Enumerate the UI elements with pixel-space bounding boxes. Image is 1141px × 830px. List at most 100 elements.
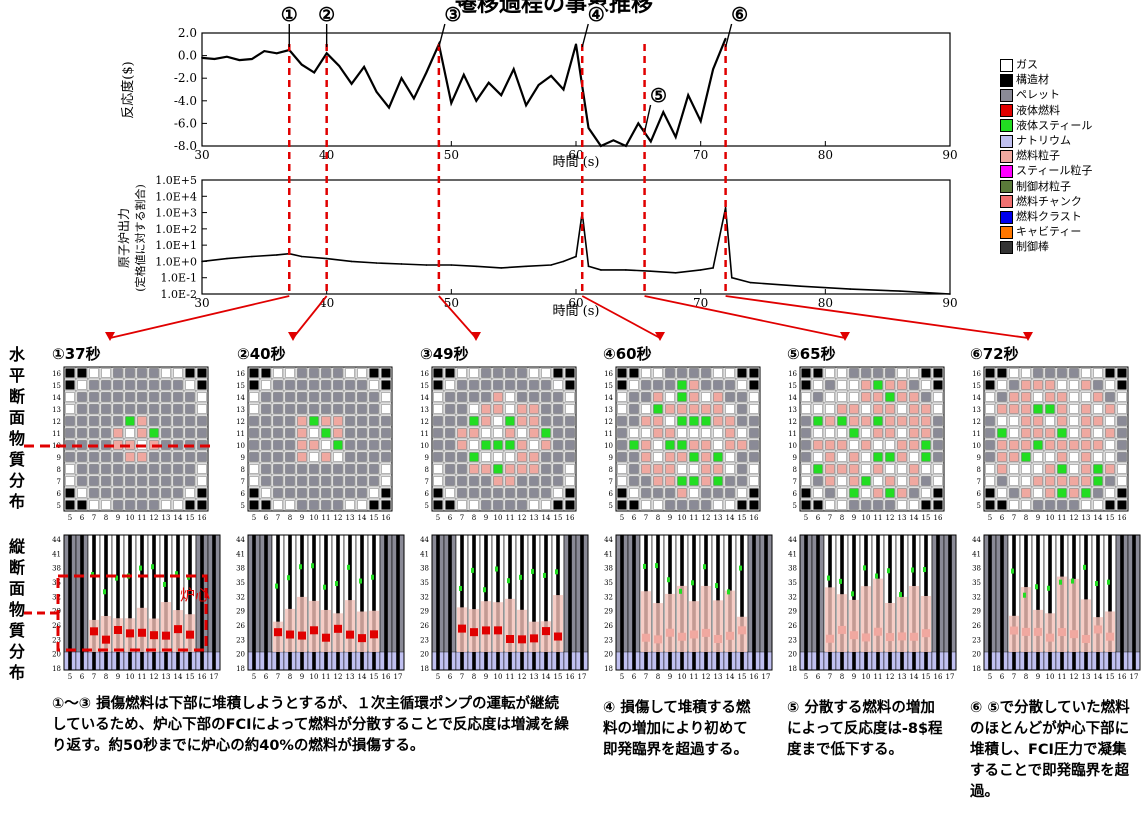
v-steel-droplet xyxy=(839,578,842,584)
v-x-tick-label: 14 xyxy=(174,673,183,681)
v-section-frame xyxy=(615,534,773,671)
v-y-tick-label: 20 xyxy=(52,651,61,659)
h-grid-assembly xyxy=(813,368,823,378)
h-grid-assembly xyxy=(813,440,823,450)
x-tick-label: 90 xyxy=(942,296,957,310)
caption-2: ④ 損傷して堆積する燃料の増加により初めて即発臨界を超過する。 xyxy=(603,700,751,758)
v-fuel-debris xyxy=(113,618,123,652)
h-grid-assembly xyxy=(677,452,687,462)
v-fuel-debris xyxy=(297,596,307,652)
v-steel-droplet xyxy=(459,585,462,591)
h-grid-assembly xyxy=(837,392,847,402)
reactivity-data-point xyxy=(263,50,266,52)
h-grid-assembly xyxy=(457,404,467,414)
y-tick-label: 1.0E-2 xyxy=(161,288,197,301)
h-grid-assembly xyxy=(897,404,907,414)
h-grid-assembly xyxy=(749,452,759,462)
v-x-tick-label: 10 xyxy=(1046,673,1055,681)
h-x-tick-label: 10 xyxy=(1046,514,1055,522)
h-grid-assembly xyxy=(897,392,907,402)
h-grid-assembly xyxy=(689,404,699,414)
h-grid-assembly xyxy=(297,488,307,498)
h-grid-assembly xyxy=(749,440,759,450)
v-fuel-debris xyxy=(665,593,675,652)
h-grid-assembly xyxy=(481,500,491,510)
h-grid-assembly xyxy=(849,416,859,426)
h-grid-assembly xyxy=(629,500,639,510)
h-grid-assembly xyxy=(1117,368,1127,378)
v-steel-droplet xyxy=(1083,564,1086,570)
h-y-tick-label: 7 xyxy=(793,478,797,486)
v-steel-droplet xyxy=(887,568,890,574)
h-grid-assembly xyxy=(469,404,479,414)
h-grid-assembly xyxy=(345,380,355,390)
h-grid-assembly xyxy=(725,440,735,450)
h-grid-assembly xyxy=(77,392,87,402)
marker-label-bg xyxy=(648,85,669,105)
power-data-point xyxy=(325,257,328,260)
h-grid-assembly xyxy=(801,500,811,510)
h-grid-assembly xyxy=(125,428,135,438)
v-structure-wall xyxy=(532,535,536,670)
reactivity-data-point xyxy=(475,99,478,102)
h-grid-assembly xyxy=(357,452,367,462)
v-fuel-debris xyxy=(873,578,883,652)
h-grid-assembly xyxy=(1081,368,1091,378)
v-x-tick-label: 12 xyxy=(518,673,527,681)
h-grid-assembly xyxy=(529,380,539,390)
h-grid-assembly xyxy=(1057,476,1067,486)
v-molten-fuel xyxy=(838,625,846,634)
h-grid-assembly xyxy=(837,404,847,414)
h-grid-assembly xyxy=(897,500,907,510)
h-grid-assembly xyxy=(1021,368,1031,378)
h-grid-assembly xyxy=(825,476,835,486)
h-grid-assembly xyxy=(433,392,443,402)
h-grid-assembly xyxy=(173,380,183,390)
h-grid-assembly xyxy=(749,476,759,486)
h-grid-assembly xyxy=(185,464,195,474)
v-steel-droplet xyxy=(739,565,742,571)
h-grid-assembly xyxy=(1021,500,1031,510)
h-grid-assembly xyxy=(1105,440,1115,450)
h-grid-assembly xyxy=(897,464,907,474)
h-grid-assembly xyxy=(825,452,835,462)
v-molten-fuel xyxy=(370,630,378,639)
h-grid-assembly xyxy=(873,464,883,474)
h-grid-assembly xyxy=(677,416,687,426)
v-structure-wall xyxy=(396,535,400,670)
v-x-tick-label: 5 xyxy=(988,673,992,681)
h-grid-assembly xyxy=(457,416,467,426)
h-grid-assembly xyxy=(665,440,675,450)
h-x-tick-label: 9 xyxy=(852,514,856,522)
h-grid-assembly xyxy=(285,404,295,414)
h-grid-assembly xyxy=(149,464,159,474)
v-structure-wall xyxy=(188,535,192,670)
h-grid-assembly xyxy=(309,500,319,510)
h-y-tick-label: 13 xyxy=(52,406,61,414)
power-plot-frame xyxy=(201,179,951,295)
h-grid-assembly xyxy=(333,404,343,414)
power-series-line xyxy=(201,207,951,295)
h-grid-assembly xyxy=(357,428,367,438)
h-grid-assembly xyxy=(433,404,443,414)
h-grid-assembly xyxy=(333,392,343,402)
h-grid-assembly xyxy=(873,452,883,462)
v-x-tick-label: 11 xyxy=(1058,673,1067,681)
h-grid-assembly xyxy=(553,416,563,426)
reactivity-data-point xyxy=(537,84,540,86)
power-data-point xyxy=(849,288,852,290)
power-data-point xyxy=(575,255,577,258)
h-grid-assembly xyxy=(1117,392,1127,402)
h-y-tick-label: 12 xyxy=(420,418,429,426)
v-molten-fuel xyxy=(1010,626,1018,635)
h-grid-assembly xyxy=(381,500,391,510)
h-grid-assembly xyxy=(1093,404,1103,414)
v-molten-fuel xyxy=(1034,627,1042,636)
h-grid-assembly xyxy=(737,392,747,402)
h-grid-assembly xyxy=(617,500,627,510)
power-y-axis-label: (定格値に対する割合) xyxy=(133,184,147,292)
v-molten-fuel xyxy=(862,633,870,642)
h-grid-assembly xyxy=(445,452,455,462)
h-grid-assembly xyxy=(185,452,195,462)
h-grid-assembly xyxy=(517,428,527,438)
